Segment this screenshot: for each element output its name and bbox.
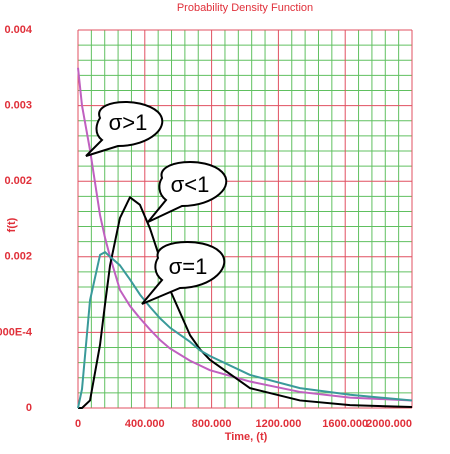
y-tick-label: 0.003 xyxy=(4,100,32,112)
y-tick-label: 0.002 xyxy=(4,175,32,187)
grid xyxy=(77,29,413,409)
y-axis-label: f(t) xyxy=(6,217,18,232)
legend-label: σ<1 xyxy=(171,172,210,197)
y-tick-label: 0 xyxy=(26,402,32,414)
legend-label: σ>1 xyxy=(109,110,148,135)
curves xyxy=(77,67,413,409)
x-tick-label: 1200.000 xyxy=(255,418,301,430)
x-tick-label: 400.000 xyxy=(125,418,165,430)
x-axis-label: Time, (t) xyxy=(225,431,268,443)
speech-bubble xyxy=(141,241,226,305)
chart-title: Probability Density Function xyxy=(177,2,313,14)
speech-bubble xyxy=(147,161,228,223)
annotation: σ=1 xyxy=(141,241,226,305)
legend-label: σ=1 xyxy=(169,254,208,279)
x-tick-label: 800.000 xyxy=(192,418,232,430)
speech-bubble xyxy=(85,101,164,157)
x-tick-label: 1600.000 xyxy=(322,418,368,430)
series-line xyxy=(77,251,413,409)
x-tick-label: 0 xyxy=(75,418,81,430)
x-tick-label: 2000.000 xyxy=(366,418,412,430)
annotation: σ>1 xyxy=(85,101,164,157)
y-tick-label: 0.004 xyxy=(4,24,32,36)
series-line xyxy=(78,196,413,409)
annotation: σ<1 xyxy=(147,161,228,223)
y-tick-label: 0.002 xyxy=(4,251,32,263)
series-line xyxy=(77,67,413,402)
